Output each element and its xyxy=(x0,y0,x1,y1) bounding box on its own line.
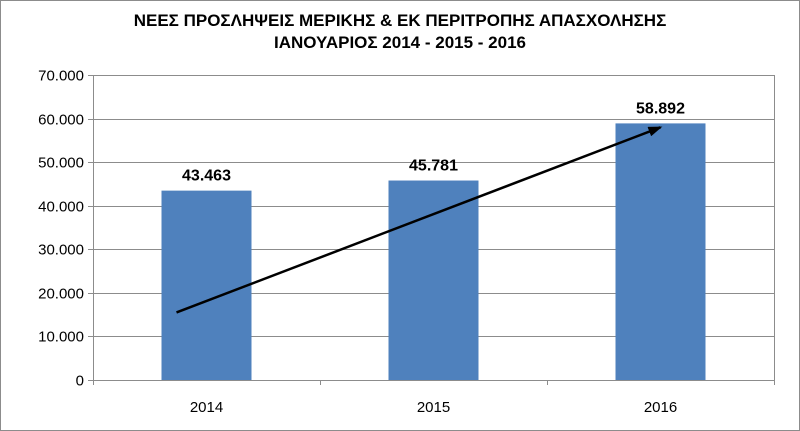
y-tick-label: 50.000 xyxy=(38,155,84,172)
chart-subtitle: ΙΑΝΟΥΑΡΙΟΣ 2014 - 2015 - 2016 xyxy=(274,33,526,52)
y-tick-label: 10.000 xyxy=(38,329,84,346)
y-tick-label: 30.000 xyxy=(38,242,84,259)
data-label-2015: 45.781 xyxy=(409,158,458,175)
x-tick-label-2016: 2016 xyxy=(644,399,677,416)
bar-2016 xyxy=(615,123,706,380)
x-tick-label-2014: 2014 xyxy=(190,399,223,416)
bar-2015 xyxy=(388,180,479,380)
data-label-2014: 43.463 xyxy=(182,168,231,185)
y-tick-label: 0 xyxy=(76,373,84,390)
bar-2014 xyxy=(161,190,252,380)
y-tick-label: 20.000 xyxy=(38,286,84,303)
y-tick-label: 60.000 xyxy=(38,112,84,129)
chart-title: ΝΕΕΣ ΠΡΟΣΛΗΨΕΙΣ ΜΕΡΙΚΗΣ & ΕΚ ΠΕΡΙΤΡΟΠΗΣ … xyxy=(133,11,667,30)
y-tick-label: 70.000 xyxy=(38,68,84,85)
trend-arrow xyxy=(176,126,663,314)
data-label-2016: 58.892 xyxy=(636,100,685,117)
x-tick-label-2015: 2015 xyxy=(417,399,450,416)
y-tick-label: 40.000 xyxy=(38,199,84,216)
